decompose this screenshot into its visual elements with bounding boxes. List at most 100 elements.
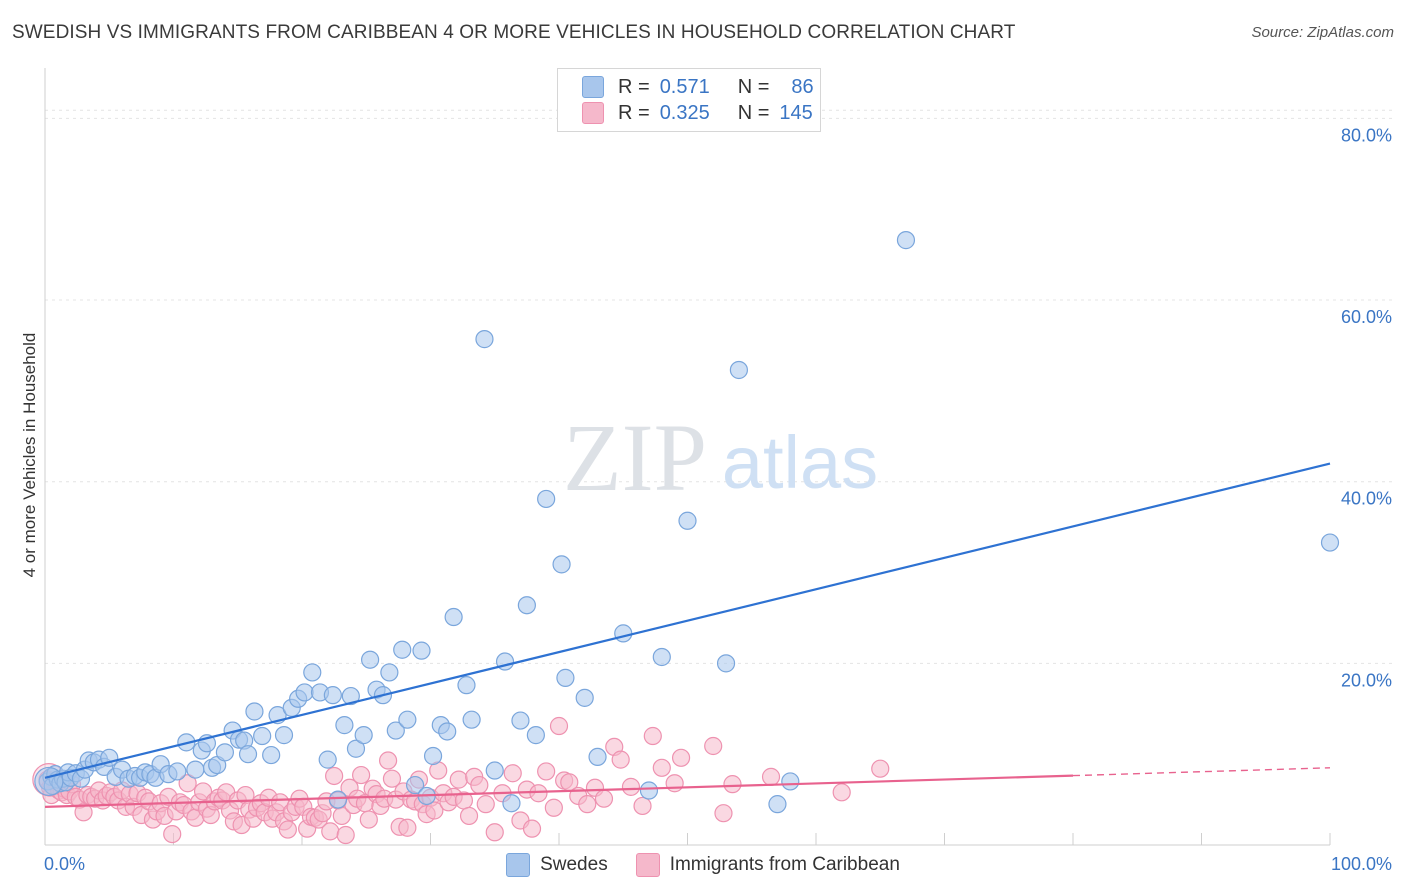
trend-line-caribbean-extension bbox=[1072, 767, 1331, 777]
data-point-swedes bbox=[386, 721, 405, 740]
y-tick-label: 20.0% bbox=[1341, 670, 1392, 690]
data-point-swedes bbox=[323, 686, 342, 705]
legend-r-label: R = bbox=[618, 101, 650, 124]
data-point-swedes bbox=[575, 688, 594, 707]
data-point-swedes bbox=[295, 683, 314, 702]
data-point-swedes bbox=[335, 716, 354, 735]
data-point-caribbean bbox=[704, 736, 723, 756]
data-point-caribbean bbox=[522, 819, 542, 838]
data-point-swedes bbox=[526, 726, 545, 745]
data-point-caribbean bbox=[325, 766, 344, 786]
data-point-swedes bbox=[186, 760, 205, 779]
legend-swatch-caribbean bbox=[582, 102, 604, 124]
data-point-caribbean bbox=[549, 716, 569, 736]
data-point-caribbean bbox=[671, 748, 691, 767]
legend-item-swedes[interactable]: Swedes bbox=[506, 853, 608, 877]
data-point-swedes bbox=[652, 647, 671, 667]
data-point-caribbean bbox=[594, 789, 614, 808]
watermark: ZIP atlas bbox=[563, 404, 878, 511]
data-point-swedes bbox=[303, 663, 322, 682]
data-point-swedes bbox=[238, 745, 258, 764]
data-point-swedes bbox=[457, 676, 476, 695]
legend-item-caribbean[interactable]: Immigrants from Caribbean bbox=[635, 853, 900, 877]
data-point-swedes bbox=[380, 663, 399, 682]
legend-row-swedes: R = 0.571 N = 86 bbox=[558, 75, 814, 99]
data-point-swedes bbox=[341, 686, 360, 706]
data-point-swedes bbox=[318, 750, 337, 769]
data-point-swedes bbox=[412, 641, 431, 660]
data-point-caribbean bbox=[665, 774, 684, 793]
legend-label-caribbean: Immigrants from Caribbean bbox=[669, 854, 900, 875]
data-point-swedes bbox=[398, 710, 417, 729]
data-point-swedes bbox=[253, 726, 272, 746]
data-point-swedes bbox=[716, 654, 736, 673]
data-point-swedes bbox=[393, 640, 412, 659]
data-point-swedes bbox=[262, 745, 281, 765]
watermark-zip: ZIP bbox=[563, 404, 707, 511]
data-point-caribbean bbox=[832, 783, 851, 802]
data-point-swedes bbox=[361, 650, 380, 669]
legend-r-value-caribbean: 0.325 bbox=[659, 101, 710, 124]
legend-n-value-caribbean: 145 bbox=[779, 101, 813, 124]
legend-n-label: N = bbox=[737, 75, 770, 98]
y-tick-label: 80.0% bbox=[1341, 125, 1392, 145]
data-point-caribbean bbox=[714, 804, 733, 823]
data-point-caribbean bbox=[398, 818, 417, 837]
data-point-swedes bbox=[781, 772, 800, 791]
data-point-caribbean bbox=[529, 784, 548, 803]
data-point-caribbean bbox=[633, 796, 652, 816]
legend-n-value-swedes: 86 bbox=[791, 75, 814, 98]
data-point-caribbean bbox=[485, 823, 504, 842]
data-point-caribbean bbox=[178, 774, 197, 793]
trend-line-caribbean bbox=[44, 774, 1074, 808]
data-point-swedes bbox=[511, 711, 530, 730]
data-point-caribbean bbox=[723, 775, 742, 794]
data-point-swedes bbox=[768, 795, 787, 814]
data-point-swedes bbox=[168, 762, 187, 781]
data-point-caribbean bbox=[352, 765, 371, 785]
data-point-caribbean bbox=[652, 758, 671, 777]
trend-line-swedes bbox=[44, 462, 1331, 779]
series-caribbean-points bbox=[32, 716, 890, 845]
grid-lines bbox=[45, 109, 1392, 664]
y-tick-label: 60.0% bbox=[1341, 307, 1392, 327]
data-point-swedes bbox=[346, 739, 366, 758]
data-point-swedes bbox=[245, 702, 264, 721]
source-credit: Source: ZipAtlas.com bbox=[1251, 24, 1394, 41]
x-tick-label: 100.0% bbox=[1331, 854, 1392, 874]
legend-row-caribbean: R = 0.325 N = 145 bbox=[558, 101, 813, 125]
series-swedes-points bbox=[34, 231, 1340, 814]
data-point-swedes bbox=[678, 511, 697, 530]
data-point-caribbean bbox=[278, 820, 297, 839]
data-point-caribbean bbox=[459, 806, 479, 826]
data-point-caribbean bbox=[382, 769, 402, 788]
data-point-swedes bbox=[328, 790, 348, 809]
data-point-swedes bbox=[552, 555, 571, 574]
series-legend: Swedes Immigrants from Caribbean bbox=[0, 852, 1406, 878]
data-point-caribbean bbox=[359, 810, 378, 829]
stats-legend: R = 0.571 N = 86 R = 0.325 N = 145 bbox=[557, 68, 821, 132]
legend-r-label: R = bbox=[618, 75, 650, 98]
data-point-swedes bbox=[517, 596, 536, 615]
data-point-caribbean bbox=[193, 782, 213, 801]
chart-title: SWEDISH VS IMMIGRANTS FROM CARIBBEAN 4 O… bbox=[12, 22, 1016, 43]
legend-swatch-swedes bbox=[582, 76, 604, 98]
data-point-swedes bbox=[485, 761, 504, 780]
legend-swatch-caribbean bbox=[635, 853, 660, 877]
data-point-caribbean bbox=[336, 825, 355, 845]
data-point-caribbean bbox=[643, 726, 662, 746]
data-point-caribbean bbox=[449, 770, 468, 789]
data-point-swedes bbox=[475, 330, 494, 349]
data-point-caribbean bbox=[476, 795, 495, 814]
legend-n-label: N = bbox=[737, 101, 770, 124]
legend-label-swedes: Swedes bbox=[540, 854, 608, 875]
trend-lines bbox=[44, 462, 1331, 808]
data-point-swedes bbox=[639, 781, 659, 800]
data-point-swedes bbox=[354, 726, 373, 745]
data-point-swedes bbox=[274, 726, 294, 745]
data-point-swedes bbox=[537, 489, 556, 509]
data-point-swedes bbox=[405, 775, 425, 795]
data-point-caribbean bbox=[425, 801, 444, 820]
y-tick-label: 40.0% bbox=[1341, 489, 1392, 509]
data-point-caribbean bbox=[503, 764, 522, 783]
